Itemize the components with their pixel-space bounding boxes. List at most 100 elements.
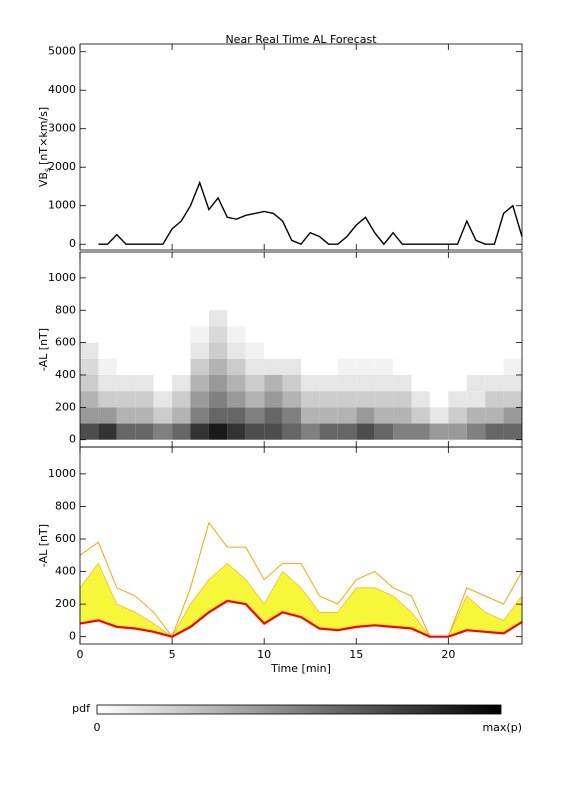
heat-cell <box>503 342 522 359</box>
heat-cell <box>411 407 430 424</box>
y-axis-label: VBs [nT×km/s] <box>37 107 52 187</box>
heat-cell <box>319 342 338 359</box>
heat-cell <box>466 407 486 424</box>
heat-cell <box>135 374 154 392</box>
x-tick-label: 15 <box>349 648 363 661</box>
heat-cell <box>448 358 467 375</box>
y-tick-label: 1000 <box>48 271 76 284</box>
y-tick-label: 2000 <box>48 160 76 173</box>
heat-cell <box>301 342 320 359</box>
heat-cell <box>282 407 301 424</box>
heat-cell <box>80 423 99 440</box>
heat-cell <box>80 407 99 424</box>
heat-cell <box>485 407 504 424</box>
heat-cell <box>80 391 99 408</box>
heat-cell <box>153 326 173 343</box>
x-tick-label: 5 <box>169 648 176 661</box>
heat-cell <box>356 358 375 375</box>
heat-cell <box>448 423 467 440</box>
heat-cell <box>374 391 394 408</box>
heat-cell <box>393 342 412 359</box>
heat-cell <box>393 374 412 392</box>
heat-cell <box>301 391 320 408</box>
heat-cell <box>411 374 430 392</box>
heat-cell <box>208 342 228 359</box>
heat-cell <box>227 423 246 440</box>
heat-cell <box>135 358 154 375</box>
heat-cell <box>429 342 449 359</box>
plot-frame <box>79 446 523 645</box>
y-tick-label: 600 <box>55 532 76 545</box>
heat-cell <box>503 423 522 440</box>
y-tick-label: 200 <box>55 400 76 413</box>
heat-cell <box>466 374 486 392</box>
heat-cell <box>153 407 173 424</box>
colorbar-min: 0 <box>94 721 101 734</box>
heat-cell <box>466 342 486 359</box>
heat-cell <box>98 374 117 392</box>
y-tick-label: 4000 <box>48 83 76 96</box>
heat-cell <box>337 374 357 392</box>
heat-cell <box>319 423 338 440</box>
heat-cell <box>98 342 117 359</box>
heat-cell <box>393 310 412 327</box>
heat-cell <box>116 342 136 359</box>
heat-cell <box>448 326 467 343</box>
heat-cell <box>282 423 301 440</box>
heat-cell <box>337 423 357 440</box>
heat-cell <box>153 423 173 440</box>
heat-cell <box>485 423 504 440</box>
heat-cell <box>153 310 173 327</box>
heat-cell <box>503 374 522 392</box>
heat-cell <box>116 326 136 343</box>
heat-cell <box>393 423 412 440</box>
heat-cell <box>227 342 246 359</box>
y-tick-label: 1000 <box>48 467 76 480</box>
heat-cell <box>264 374 283 392</box>
heat-cell <box>411 391 430 408</box>
heat-cell <box>80 374 99 392</box>
heat-cell <box>135 407 154 424</box>
heat-cell <box>153 391 173 408</box>
y-label-sub: s <box>43 168 52 172</box>
heat-cell <box>264 342 283 359</box>
heat-cell <box>264 310 283 327</box>
heat-cell <box>227 358 246 375</box>
heat-cell <box>337 358 357 375</box>
y-tick-label: 5000 <box>48 45 76 58</box>
heat-cell <box>153 374 173 392</box>
heat-cell <box>411 358 430 375</box>
heat-cell <box>319 326 338 343</box>
heat-cell <box>448 374 467 392</box>
heat-cell <box>208 326 228 343</box>
heat-cell <box>227 407 246 424</box>
heat-cell <box>466 310 486 327</box>
y-tick-label: 800 <box>55 303 76 316</box>
heat-cell <box>245 423 265 440</box>
heat-cell <box>393 358 412 375</box>
heat-cell <box>448 310 467 327</box>
heat-cell <box>172 423 191 440</box>
heat-cell <box>356 423 375 440</box>
heat-cell <box>135 342 154 359</box>
heat-cell <box>319 374 338 392</box>
heat-cell <box>172 342 191 359</box>
heat-cell <box>172 310 191 327</box>
heat-cell <box>208 358 228 375</box>
heat-cell <box>429 310 449 327</box>
heat-cell <box>190 391 209 408</box>
heat-cell <box>411 326 430 343</box>
heat-cell <box>208 391 228 408</box>
heat-cell <box>503 407 522 424</box>
heat-cell <box>282 326 301 343</box>
y-tick-label: 600 <box>55 336 76 349</box>
heat-cell <box>190 326 209 343</box>
median-line <box>79 599 523 638</box>
heat-cell <box>448 391 467 408</box>
heat-cell <box>172 374 191 392</box>
heat-cell <box>301 326 320 343</box>
heat-cell <box>374 374 394 392</box>
colorbar-max: max(p) <box>482 721 522 734</box>
y-axis-label: -AL [nT] <box>37 524 50 567</box>
heat-cell <box>429 326 449 343</box>
